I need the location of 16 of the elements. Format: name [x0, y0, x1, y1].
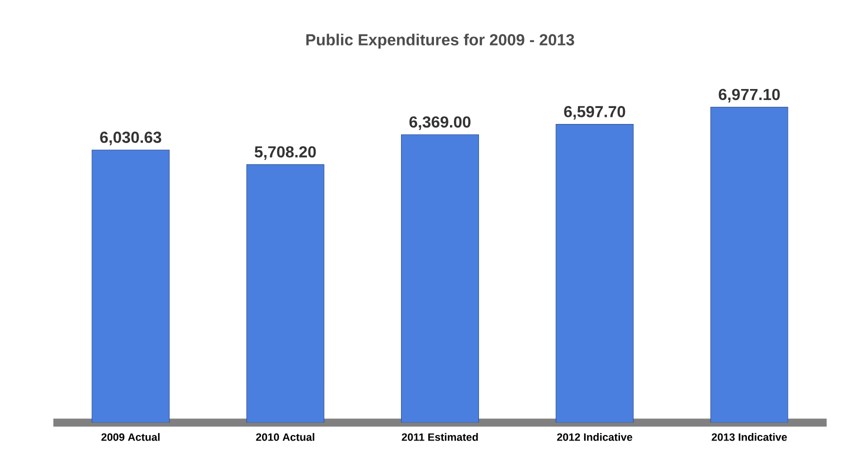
data-label: 6,369.00	[409, 116, 470, 130]
x-tick-label: 2009 Actual	[101, 433, 160, 441]
bar	[556, 124, 634, 423]
x-tick-label: 2010 Actual	[256, 433, 314, 441]
bar	[401, 134, 479, 423]
bar	[92, 150, 170, 423]
bar	[710, 106, 788, 423]
x-tick-label: 2013 Indicative	[712, 433, 787, 441]
data-label: 6,597.70	[564, 106, 626, 120]
x-tick-label: 2011 Estimated	[402, 433, 478, 441]
x-tick-label: 2012 Indicative	[557, 433, 632, 441]
data-label: 5,708.20	[254, 146, 316, 160]
data-label: 6,977.10	[718, 88, 780, 102]
data-label: 6,030.63	[100, 132, 162, 146]
chart-title: Public Expenditures for 2009 - 2013	[306, 34, 574, 49]
bar	[246, 164, 324, 423]
